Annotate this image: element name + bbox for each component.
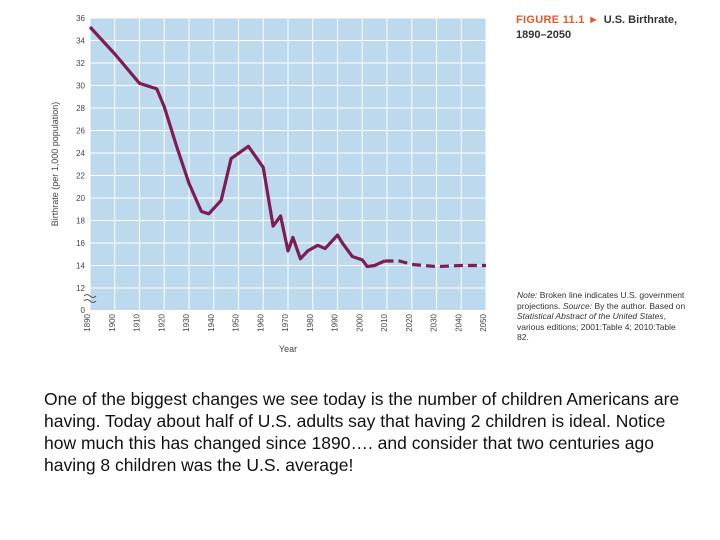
- source-rest: , various editions; 2001:Table 4; 2010:T…: [517, 311, 676, 342]
- y-tick-label: 30: [76, 82, 85, 91]
- y-axis-title: Birthrate (per 1,000 population): [50, 102, 60, 227]
- x-tick-label: 1920: [157, 313, 166, 331]
- x-tick-label: 2040: [454, 313, 463, 331]
- axis-break-mark: [83, 294, 97, 298]
- x-tick-label: 2010: [380, 313, 389, 331]
- x-tick-label: 1950: [232, 313, 241, 331]
- x-tick-label: 1970: [281, 313, 290, 331]
- source-title: Statistical Abstract of the United State…: [517, 311, 664, 321]
- x-tick-label: 1960: [256, 313, 265, 331]
- x-tick-label: 1990: [331, 313, 340, 331]
- slide-caption: One of the biggest changes we see today …: [44, 389, 680, 475]
- figure-title: U.S. Birthrate, 1890–2050: [516, 14, 678, 41]
- note-text: Broken line indicates U.S. government pr…: [517, 290, 685, 311]
- y-tick-label: 32: [76, 59, 85, 68]
- x-tick-label: 1980: [306, 313, 315, 331]
- y-tick-label: 24: [76, 149, 85, 158]
- source-label: Source:: [562, 300, 593, 311]
- y-tick-label: 18: [76, 217, 85, 226]
- x-tick-label: 2050: [479, 313, 488, 331]
- y-tick-label: 28: [76, 104, 85, 113]
- y-tick-label: 12: [76, 284, 85, 293]
- x-axis-title: Year: [279, 344, 297, 354]
- y-tick-label: 36: [76, 14, 85, 23]
- y-tick-label: 26: [76, 127, 85, 136]
- x-tick-label: 2000: [355, 313, 364, 331]
- x-tick-label: 1940: [207, 313, 216, 331]
- y-tick-label: 14: [76, 262, 85, 271]
- figure-number: FIGURE 11.1 ►: [516, 14, 600, 26]
- y-tick-label: 22: [76, 172, 85, 181]
- birthrate-line: [88, 25, 386, 269]
- x-tick-label: 2020: [405, 313, 414, 331]
- y-tick-label: 16: [76, 239, 85, 248]
- source-text: By the author. Based on: [594, 300, 686, 311]
- y-tick-label: 0: [81, 306, 86, 315]
- x-tick-label: 1900: [108, 313, 117, 331]
- x-tick-label: 1890: [83, 313, 92, 331]
- x-tick-label: 1930: [182, 313, 191, 331]
- chart-note: Note: Broken line indicates U.S. governm…: [517, 290, 687, 343]
- figure-title-block: FIGURE 11.1 ► U.S. Birthrate, 1890–2050: [516, 12, 706, 42]
- axis-break-mark: [83, 299, 97, 303]
- y-tick-label: 34: [76, 37, 85, 46]
- x-tick-label: 1910: [133, 313, 142, 331]
- note-label: Note:: [517, 290, 538, 300]
- y-tick-label: 20: [76, 194, 85, 203]
- x-tick-label: 2030: [430, 313, 439, 331]
- birthrate-chart: 0 12 14 16 18 20 22 24 26 28 30 32 34 36 1890 1900 1910 1…: [50, 14, 488, 354]
